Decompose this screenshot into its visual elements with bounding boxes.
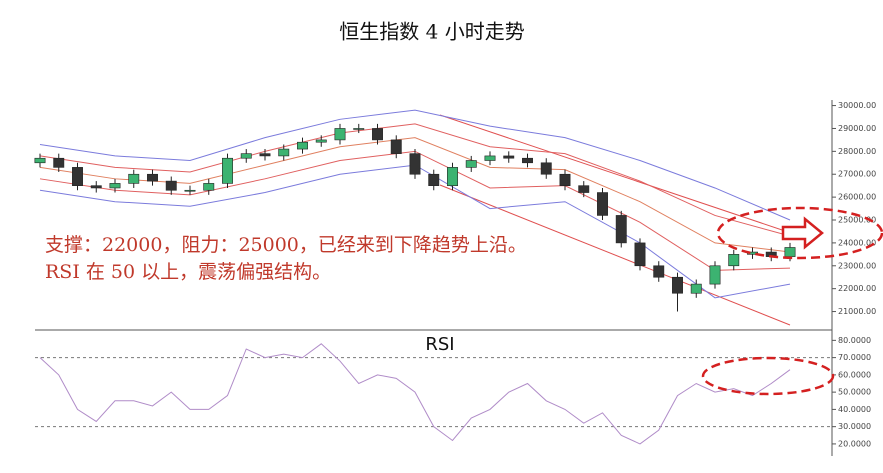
band-line: [39, 137, 791, 253]
highlight-ellipse: [701, 356, 835, 396]
candle-body: [240, 153, 252, 159]
y-tick-label: 23000.00: [838, 261, 876, 270]
candle-body: [653, 265, 665, 278]
candle-body: [34, 157, 46, 164]
y-tick-label: 40.0000: [838, 405, 871, 414]
candle-body: [90, 185, 102, 189]
candle-body: [597, 192, 608, 216]
band-line: [39, 109, 791, 221]
candle-body: [484, 155, 496, 161]
y-tick-label: 26000.00: [838, 193, 876, 202]
candle-body: [672, 276, 683, 294]
y-tick-label: 30000.00: [838, 101, 876, 110]
y-tick-label: 24000.00: [838, 238, 876, 247]
candle-body: [147, 173, 158, 182]
panel-title: RSI: [425, 334, 454, 355]
candle-body: [390, 139, 402, 154]
y-tick-label: 30.0000: [838, 422, 871, 431]
candle-body: [259, 153, 271, 157]
y-tick-label: 80.0000: [838, 336, 871, 345]
y-tick-label: 70.0000: [838, 353, 871, 362]
annotation: RSI 在 50 以上，震荡偏强结构。: [45, 261, 331, 283]
candle-body: [165, 180, 177, 191]
candle-body: [353, 128, 365, 130]
candle-body: [465, 160, 477, 168]
candle-body: [615, 215, 627, 244]
candle-body: [184, 189, 196, 192]
candle-body: [297, 141, 308, 150]
candle-body: [540, 162, 552, 175]
candle-body: [409, 153, 421, 175]
candle-body: [447, 167, 458, 186]
trend-line: [439, 184, 791, 326]
band-line: [39, 123, 791, 237]
y-tick-label: 25000.00: [838, 216, 876, 225]
candle-body: [690, 283, 702, 294]
trend-line: [439, 114, 801, 237]
candle-body: [222, 157, 233, 184]
candle-body: [559, 173, 571, 186]
candle-body: [372, 128, 383, 141]
candle-body: [109, 183, 121, 189]
y-tick-label: 60.0000: [838, 370, 871, 379]
annotation: 支撑：22000，阻力：25000，已经来到下降趋势上沿。: [45, 234, 527, 256]
highlight-ellipse: [716, 206, 883, 260]
candle-body: [784, 247, 796, 257]
y-tick-label: 50.0000: [838, 388, 871, 397]
chart-title: 恒生指数 4 小时走势: [339, 20, 524, 44]
y-tick-label: 27000.00: [838, 170, 876, 179]
candle-body: [428, 173, 440, 186]
y-tick-label: 22000.00: [838, 284, 876, 293]
plot-area: 21000.00 22000.00 23000.00 24000.00 25000.00…: [34, 101, 876, 448]
y-tick-label: 21000.00: [838, 307, 876, 316]
candle-body: [728, 254, 740, 267]
candle-body: [634, 242, 646, 267]
candle-body: [522, 157, 533, 164]
candle-body: [315, 139, 327, 143]
candle-body: [203, 183, 215, 191]
candle-body: [334, 128, 346, 141]
candle-body: [278, 148, 290, 157]
candle-body: [503, 155, 515, 159]
candle-body: [578, 185, 590, 193]
candle-body: [128, 173, 140, 184]
candle-body: [72, 167, 83, 186]
rsi-line: [39, 343, 791, 445]
candle-body: [709, 265, 721, 285]
y-tick-label: 28000.00: [838, 147, 876, 156]
arrow: [781, 216, 824, 250]
y-tick-label: 20.0000: [838, 439, 871, 448]
y-tick-label: 29000.00: [838, 124, 876, 133]
candle-body: [53, 157, 65, 168]
